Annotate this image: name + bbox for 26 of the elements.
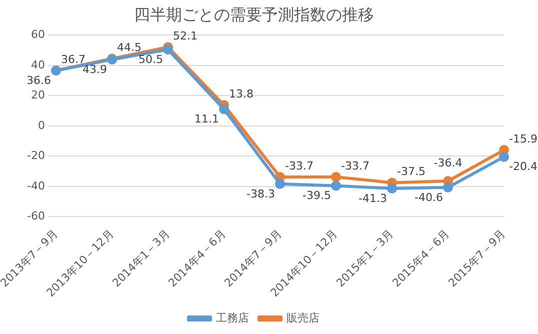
y-tick-label: -40 <box>27 179 46 192</box>
data-label: -15.9 <box>509 132 538 146</box>
data-label: -20.4 <box>509 160 538 174</box>
y-tick-label: 60 <box>31 28 46 42</box>
data-label: -33.7 <box>285 159 314 172</box>
y-tick-label: -20 <box>27 149 46 162</box>
data-label: 50.5 <box>138 52 164 66</box>
data-label: 36.6 <box>26 74 52 87</box>
data-label: -39.5 <box>302 189 332 202</box>
data-label: -33.7 <box>341 159 370 172</box>
data-label: -41.3 <box>358 192 388 205</box>
data-label: 52.1 <box>173 30 198 43</box>
data-label: -38.3 <box>246 187 276 200</box>
data-label: -40.6 <box>414 190 444 204</box>
data-label: -36.4 <box>434 156 462 170</box>
chart-title: 四半期ごとの需要予測指数の推移 <box>134 4 374 24</box>
y-tick-label: -60 <box>27 210 46 223</box>
data-label: 11.1 <box>194 112 220 126</box>
legend-label: 工務店 <box>216 311 249 324</box>
data-label: 13.8 <box>229 87 254 100</box>
data-label: 44.5 <box>117 41 142 54</box>
data-label: -37.5 <box>397 165 426 178</box>
legend-label: 販売店 <box>286 311 320 324</box>
y-tick-label: 20 <box>31 88 46 102</box>
y-tick-label: 40 <box>31 58 46 72</box>
y-tick-label: 0 <box>38 118 46 132</box>
